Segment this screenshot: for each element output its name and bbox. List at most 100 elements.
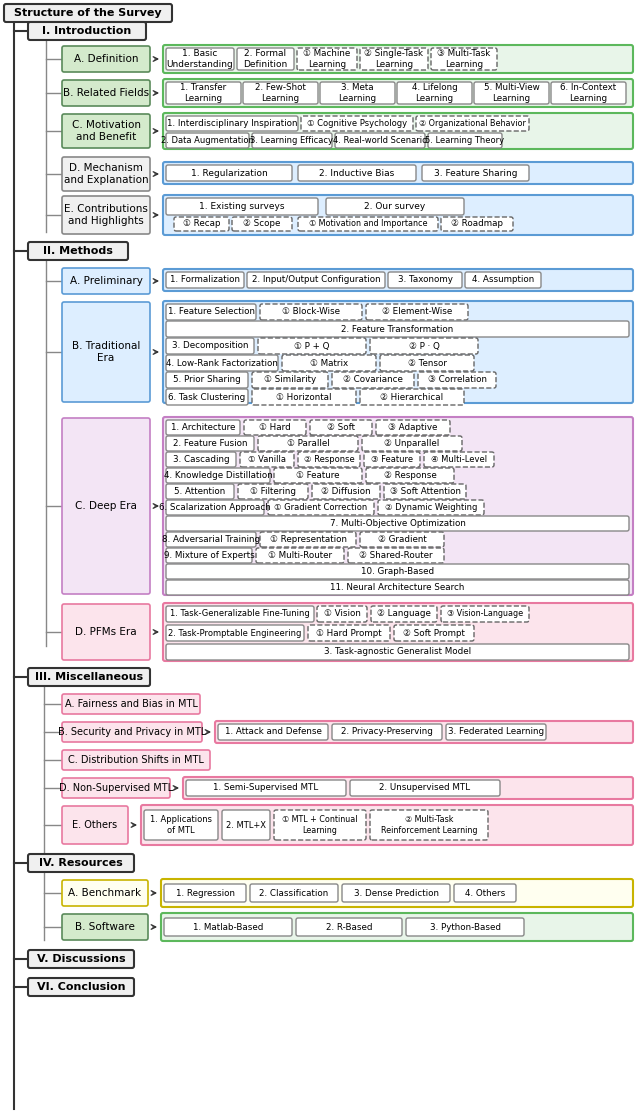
FancyBboxPatch shape: [28, 668, 150, 686]
Text: C. Deep Era: C. Deep Era: [75, 501, 137, 511]
FancyBboxPatch shape: [252, 389, 356, 405]
FancyBboxPatch shape: [258, 436, 358, 451]
FancyBboxPatch shape: [258, 338, 366, 354]
FancyBboxPatch shape: [446, 724, 546, 740]
FancyBboxPatch shape: [28, 978, 134, 996]
FancyBboxPatch shape: [62, 914, 148, 940]
FancyBboxPatch shape: [252, 133, 332, 148]
Text: B. Traditional
Era: B. Traditional Era: [72, 341, 140, 363]
FancyBboxPatch shape: [166, 500, 264, 515]
Text: 1. Matlab-Based: 1. Matlab-Based: [193, 922, 263, 931]
FancyBboxPatch shape: [163, 195, 633, 235]
Text: 1. Formalization: 1. Formalization: [170, 275, 240, 284]
Text: ① Gradient Correction: ① Gradient Correction: [275, 504, 367, 513]
FancyBboxPatch shape: [163, 603, 633, 661]
FancyBboxPatch shape: [274, 468, 362, 483]
Text: C. Distribution Shifts in MTL: C. Distribution Shifts in MTL: [68, 755, 204, 765]
Text: 3. Learning Efficacy: 3. Learning Efficacy: [250, 137, 333, 145]
FancyBboxPatch shape: [62, 604, 150, 660]
Text: 3. Federated Learning: 3. Federated Learning: [448, 727, 544, 736]
Text: D. Non-Supervised MTL: D. Non-Supervised MTL: [59, 783, 173, 793]
Text: ① Feature: ① Feature: [296, 471, 340, 480]
FancyBboxPatch shape: [335, 133, 425, 148]
FancyBboxPatch shape: [431, 48, 497, 70]
Text: B. Software: B. Software: [75, 922, 135, 932]
FancyBboxPatch shape: [244, 420, 306, 435]
FancyBboxPatch shape: [362, 436, 462, 451]
FancyBboxPatch shape: [298, 164, 416, 181]
FancyBboxPatch shape: [260, 304, 362, 320]
Text: ② Language: ② Language: [377, 610, 431, 619]
Text: 1. Semi-Supervised MTL: 1. Semi-Supervised MTL: [213, 783, 319, 792]
FancyBboxPatch shape: [166, 468, 270, 483]
Text: ② Organizational Behavior: ② Organizational Behavior: [419, 119, 526, 128]
FancyBboxPatch shape: [370, 810, 488, 840]
Text: ② Dynamic Weighting: ② Dynamic Weighting: [385, 504, 477, 513]
FancyBboxPatch shape: [166, 355, 278, 372]
FancyBboxPatch shape: [166, 580, 629, 595]
Text: 2. Our survey: 2. Our survey: [364, 203, 426, 211]
FancyBboxPatch shape: [163, 113, 633, 149]
Text: E. Contributions
and Highlights: E. Contributions and Highlights: [64, 204, 148, 226]
FancyBboxPatch shape: [166, 485, 234, 499]
FancyBboxPatch shape: [166, 626, 304, 641]
Text: ③ Correlation: ③ Correlation: [428, 376, 486, 385]
Text: 3. Task-agnostic Generalist Model: 3. Task-agnostic Generalist Model: [324, 648, 471, 657]
Text: ① Similarity: ① Similarity: [264, 376, 316, 385]
FancyBboxPatch shape: [364, 452, 420, 467]
Text: 6. In-Context
Learning: 6. In-Context Learning: [561, 83, 616, 103]
FancyBboxPatch shape: [360, 389, 464, 405]
Text: ② Tensor: ② Tensor: [408, 358, 447, 367]
Text: 1. Architecture: 1. Architecture: [171, 423, 235, 432]
FancyBboxPatch shape: [62, 880, 148, 906]
Text: ① Block-Wise: ① Block-Wise: [282, 308, 340, 317]
FancyBboxPatch shape: [268, 500, 374, 515]
FancyBboxPatch shape: [4, 4, 172, 22]
Text: ① Filtering: ① Filtering: [250, 487, 296, 496]
FancyBboxPatch shape: [298, 452, 360, 467]
Text: ③ Vision-Language: ③ Vision-Language: [447, 610, 523, 619]
FancyBboxPatch shape: [163, 301, 633, 403]
FancyBboxPatch shape: [166, 116, 298, 131]
Text: ① Representation: ① Representation: [269, 535, 346, 544]
FancyBboxPatch shape: [166, 532, 256, 547]
FancyBboxPatch shape: [28, 242, 128, 260]
FancyBboxPatch shape: [348, 548, 444, 563]
FancyBboxPatch shape: [296, 918, 402, 935]
FancyBboxPatch shape: [164, 918, 292, 935]
Text: ② Single-Task
Learning: ② Single-Task Learning: [365, 49, 424, 68]
Text: B. Security and Privacy in MTL: B. Security and Privacy in MTL: [58, 727, 206, 737]
FancyBboxPatch shape: [237, 48, 294, 70]
Text: ② Response: ② Response: [303, 455, 355, 464]
FancyBboxPatch shape: [62, 196, 150, 234]
Text: II. Methods: II. Methods: [43, 246, 113, 256]
FancyBboxPatch shape: [397, 82, 472, 104]
FancyBboxPatch shape: [186, 780, 346, 796]
FancyBboxPatch shape: [166, 164, 292, 181]
Text: 9. Mixture of Experts: 9. Mixture of Experts: [164, 551, 254, 560]
Text: ② Soft: ② Soft: [327, 423, 355, 432]
Text: I. Introduction: I. Introduction: [42, 26, 132, 36]
FancyBboxPatch shape: [183, 777, 633, 799]
FancyBboxPatch shape: [163, 269, 633, 291]
Text: ④ Multi-Level: ④ Multi-Level: [431, 455, 487, 464]
Text: ① MTL + Continual
Learning: ① MTL + Continual Learning: [282, 816, 358, 835]
FancyBboxPatch shape: [301, 116, 413, 131]
Text: ① Vanilla: ① Vanilla: [248, 455, 286, 464]
Text: E. Others: E. Others: [72, 820, 118, 830]
FancyBboxPatch shape: [166, 372, 248, 388]
FancyBboxPatch shape: [166, 321, 629, 337]
Text: 2. Data Augmentation: 2. Data Augmentation: [161, 137, 254, 145]
FancyBboxPatch shape: [243, 82, 318, 104]
Text: ② Shared-Router: ② Shared-Router: [359, 551, 433, 560]
Text: ② Element-Wise: ② Element-Wise: [382, 308, 452, 317]
Text: ② Multi-Task
Reinforcement Learning: ② Multi-Task Reinforcement Learning: [381, 816, 477, 835]
Text: A. Definition: A. Definition: [74, 54, 138, 64]
Text: III. Miscellaneous: III. Miscellaneous: [35, 673, 143, 681]
FancyBboxPatch shape: [428, 133, 502, 148]
Text: 2. R-Based: 2. R-Based: [326, 922, 372, 931]
FancyBboxPatch shape: [240, 452, 294, 467]
Text: 8. Adversarial Training: 8. Adversarial Training: [162, 535, 260, 544]
FancyBboxPatch shape: [166, 645, 629, 660]
FancyBboxPatch shape: [256, 548, 344, 563]
